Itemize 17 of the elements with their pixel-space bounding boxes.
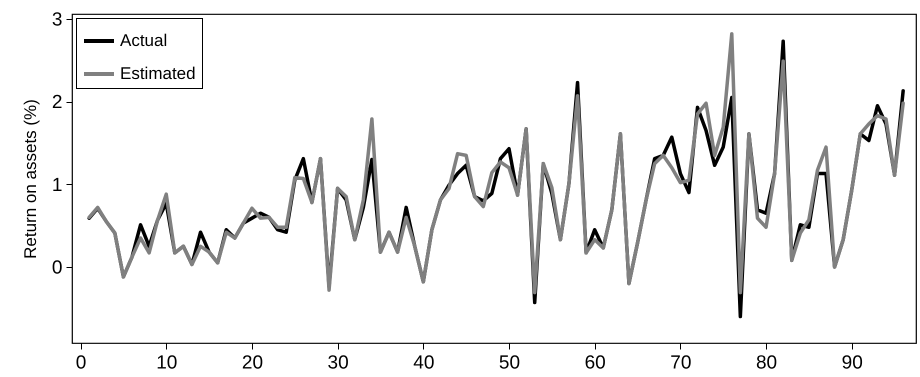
x-tick-label: 20 — [242, 352, 264, 374]
legend-label: Actual — [120, 31, 168, 50]
x-tick-label: 50 — [498, 352, 520, 374]
x-tick-label: 10 — [156, 352, 178, 374]
y-tick-label: 1 — [52, 174, 62, 196]
y-tick-label: 3 — [52, 9, 62, 30]
x-tick-label: 70 — [670, 352, 692, 374]
x-tick-label: 40 — [413, 352, 434, 374]
y-tick-label: 0 — [52, 257, 62, 278]
x-tick-label: 90 — [842, 352, 863, 374]
legend-label: Estimated — [120, 64, 196, 83]
x-tick-label: 30 — [328, 352, 349, 374]
y-tick-label: 2 — [52, 92, 62, 114]
x-tick-label: 0 — [76, 352, 86, 374]
x-tick-label: 60 — [584, 352, 606, 374]
x-tick-label: 80 — [756, 352, 778, 374]
y-axis-title: Return on assets (%) — [20, 99, 40, 259]
